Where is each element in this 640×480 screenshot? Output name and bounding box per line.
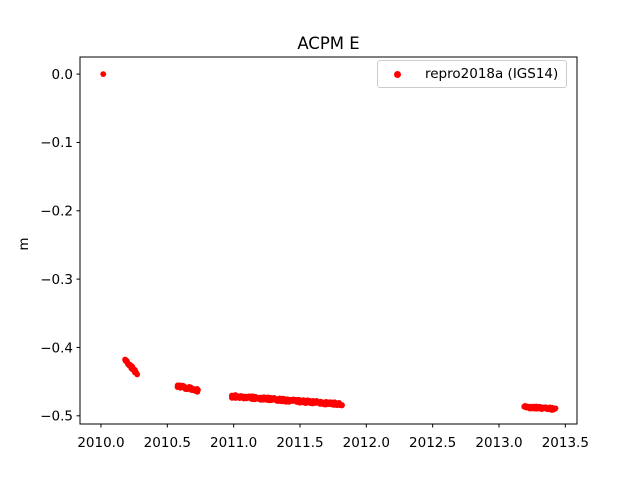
chart-title: ACPM E — [297, 34, 360, 53]
data-point — [339, 402, 345, 409]
y-tick-label: −0.4 — [40, 340, 73, 356]
y-tick-label: −0.3 — [40, 272, 73, 288]
legend: repro2018a (IGS14) — [377, 60, 567, 88]
data-point — [100, 71, 107, 77]
legend-marker-icon — [394, 70, 401, 78]
axes-frame — [79, 56, 578, 425]
x-tick-label: 2011.0 — [210, 435, 257, 451]
x-tick-label: 2013.0 — [475, 435, 522, 451]
data-point — [552, 405, 559, 412]
y-tick-label: −0.2 — [40, 204, 73, 220]
x-tick-label: 2012.0 — [343, 435, 390, 451]
data-point — [195, 387, 201, 393]
x-tick-label: 2010.5 — [144, 435, 191, 451]
x-tick-label: 2011.5 — [276, 435, 323, 451]
y-axis-label: m — [16, 237, 32, 251]
data-point — [134, 371, 141, 378]
y-tick-label: −0.1 — [40, 135, 73, 151]
legend-label: repro2018a (IGS14) — [425, 66, 559, 82]
y-tick-label: −0.5 — [40, 409, 73, 425]
x-tick-label: 2013.5 — [542, 435, 589, 451]
x-tick-label: 2010.0 — [77, 435, 124, 451]
y-tick-label: 0.0 — [52, 67, 73, 83]
x-tick-label: 2012.5 — [409, 435, 456, 451]
